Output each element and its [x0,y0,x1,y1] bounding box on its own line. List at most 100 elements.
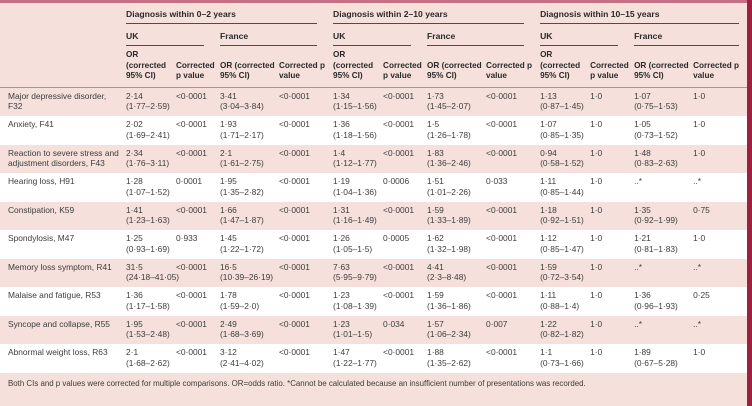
p-value-cell: 0·0001 [176,176,203,186]
or-ci-cell: 1·78 (1·59–2·0) [220,287,279,316]
p-value-cell: 1·0 [590,233,603,243]
or-ci-cell: 31·5 (24·18–41·05) [126,259,179,288]
ci-value: (2·3–8·48) [427,272,467,283]
p-value-cell: ..* [693,176,701,186]
or-ci-cell: 1·12 (0·85–1·47) [540,230,590,259]
corner-cell [0,3,126,24]
ci-value: (1·22–1·72) [220,243,264,254]
ci-value: (1·33–1·89) [427,215,471,226]
col-header-p: Corrected p value [176,46,220,88]
or-value: 1·88 [427,347,444,357]
group-header-0: Diagnosis within 0–2 years [126,3,333,24]
or-ci-cell: 1·48 (0·83–2·63) [634,145,693,174]
ci-value: (0·92–1·51) [540,215,584,226]
group-title: Diagnosis within 10–15 years [540,9,740,24]
or-value: 2·14 [126,90,143,101]
or-value: 1·31 [333,204,350,215]
ci-value: (1·36–2·46) [427,158,471,169]
p-value-cell: <0·0001 [486,147,518,158]
p-value-cell: 1·0 [590,204,603,215]
p-value-cell: 1·0 [693,347,706,357]
p-value-cell: 0·033 [486,176,508,186]
p-value-cell: <0·0001 [383,261,415,272]
p-value-cell: 1·0 [590,147,603,158]
or-ci-cell: 2·49 (1·68–3·69) [220,316,279,345]
p-value-cell: 0·0005 [383,233,410,243]
row-label: Major depressive disorder, F32 [8,90,107,112]
ci-value: (1·61–2·75) [220,158,264,169]
ci-value: (0·87–1·45) [540,101,584,112]
col-header-or: OR (corrected 95% CI) [427,46,487,88]
column-header-row: OR (corrected 95% CI) Corrected p value … [0,46,748,88]
corner-cell [0,46,126,88]
or-value: 1·07 [540,119,557,129]
or-ci-cell: 1·4 (1·12–1·77) [333,145,383,174]
ci-value: (1·04–1·36) [333,186,377,197]
p-value-cell: 0·25 [693,290,710,300]
or-value: 1·59 [540,261,557,272]
region-label: UK [333,27,412,46]
p-value-cell: 1·0 [693,147,706,158]
or-ci-cell: 1·88 (1·35–2·62) [427,344,486,373]
or-ci-cell: ..* [634,173,693,202]
table-row: Malaise and fatigue, R53 1·36 (1·17–1·58) <… [0,287,748,316]
or-ci-cell: 1·22 (0·82–1·82) [540,316,590,345]
or-value: ..* [634,318,642,329]
top-accent-bar [0,0,752,3]
p-value-cell: <0·0001 [176,290,207,300]
ci-value: (1·71–2·17) [220,129,264,140]
or-value: 1·23 [333,290,350,300]
table-row: Major depressive disorder, F32 2·14 (1·77–… [0,87,748,116]
region-header-france: France [634,24,747,46]
p-value-cell: 1·0 [693,90,706,101]
row-label: Constipation, K59 [8,204,75,215]
or-value: 1·19 [333,176,350,186]
p-value-cell: <0·0001 [383,119,415,129]
or-ci-cell: 1·25 (0·93–1·69) [126,230,176,259]
col-header-p: Corrected p value [590,46,635,88]
ci-value: (1·36–1·86) [427,300,471,311]
or-ci-cell: 1·35 (0·92–1·99) [634,202,693,231]
ci-value: (3·04–3·84) [220,101,264,112]
ci-value: (1·05–1·5) [333,243,373,254]
p-value-cell: <0·0001 [383,90,415,101]
or-value: 0·94 [540,147,557,158]
or-ci-cell: 1·59 (0·72–3·54) [540,259,590,288]
p-value-cell: <0·0001 [279,261,310,272]
or-ci-cell: 1·11 (0·85–1·44) [540,173,590,202]
p-value-cell: <0·0001 [176,318,207,329]
ci-value: (1·68–2·62) [126,357,170,368]
p-value-cell: <0·0001 [383,347,415,357]
or-ci-cell: 1·1 (0·73–1·66) [540,344,590,373]
row-label: Anxiety, F41 [8,119,54,129]
p-value-cell: 1·0 [590,290,603,300]
ci-value: (1·22–1·77) [333,357,377,368]
col-header-p: Corrected p value [693,46,748,88]
group-header-2: Diagnosis within 10–15 years [540,3,747,24]
p-value-cell: <0·0001 [486,233,518,243]
p-value-cell: <0·0001 [279,347,310,357]
or-ci-cell: 1·5 (1·26–1·78) [427,116,486,145]
or-value: 4·41 [427,261,444,272]
p-value-cell: ..* [693,318,701,329]
or-value: 1·83 [427,147,444,158]
row-label: Memory loss symptom, R41 [8,261,112,272]
or-value: 1·51 [427,176,444,186]
or-ci-cell: 16·5 (10·39–26·19) [220,259,279,288]
ci-value: (0·85–1·47) [540,243,584,254]
ci-value: (1·47–1·87) [220,215,264,226]
or-value: 31·5 [126,261,143,272]
region-header-france: France [220,24,333,46]
table-row: Constipation, K59 1·41 (1·23–1·63) <0·0001 1… [0,201,748,231]
p-value-cell: 1·0 [590,90,603,101]
col-header-or: OR (corrected 95% CI) [540,46,591,88]
or-ci-cell: 2·1 (1·61–2·75) [220,145,279,174]
or-ci-cell: 1·26 (1·05–1·5) [333,230,383,259]
ci-value: (2·41–4·02) [220,357,264,368]
table-footnote: Both CIs and p values were corrected for… [8,378,586,388]
or-ci-cell: 3·12 (2·41–4·02) [220,344,279,373]
or-value: 1·11 [540,176,557,186]
or-value: 1·5 [427,119,440,129]
ci-value: (0·96–1·93) [634,300,678,311]
ci-value: (0·85–1·35) [540,129,584,140]
